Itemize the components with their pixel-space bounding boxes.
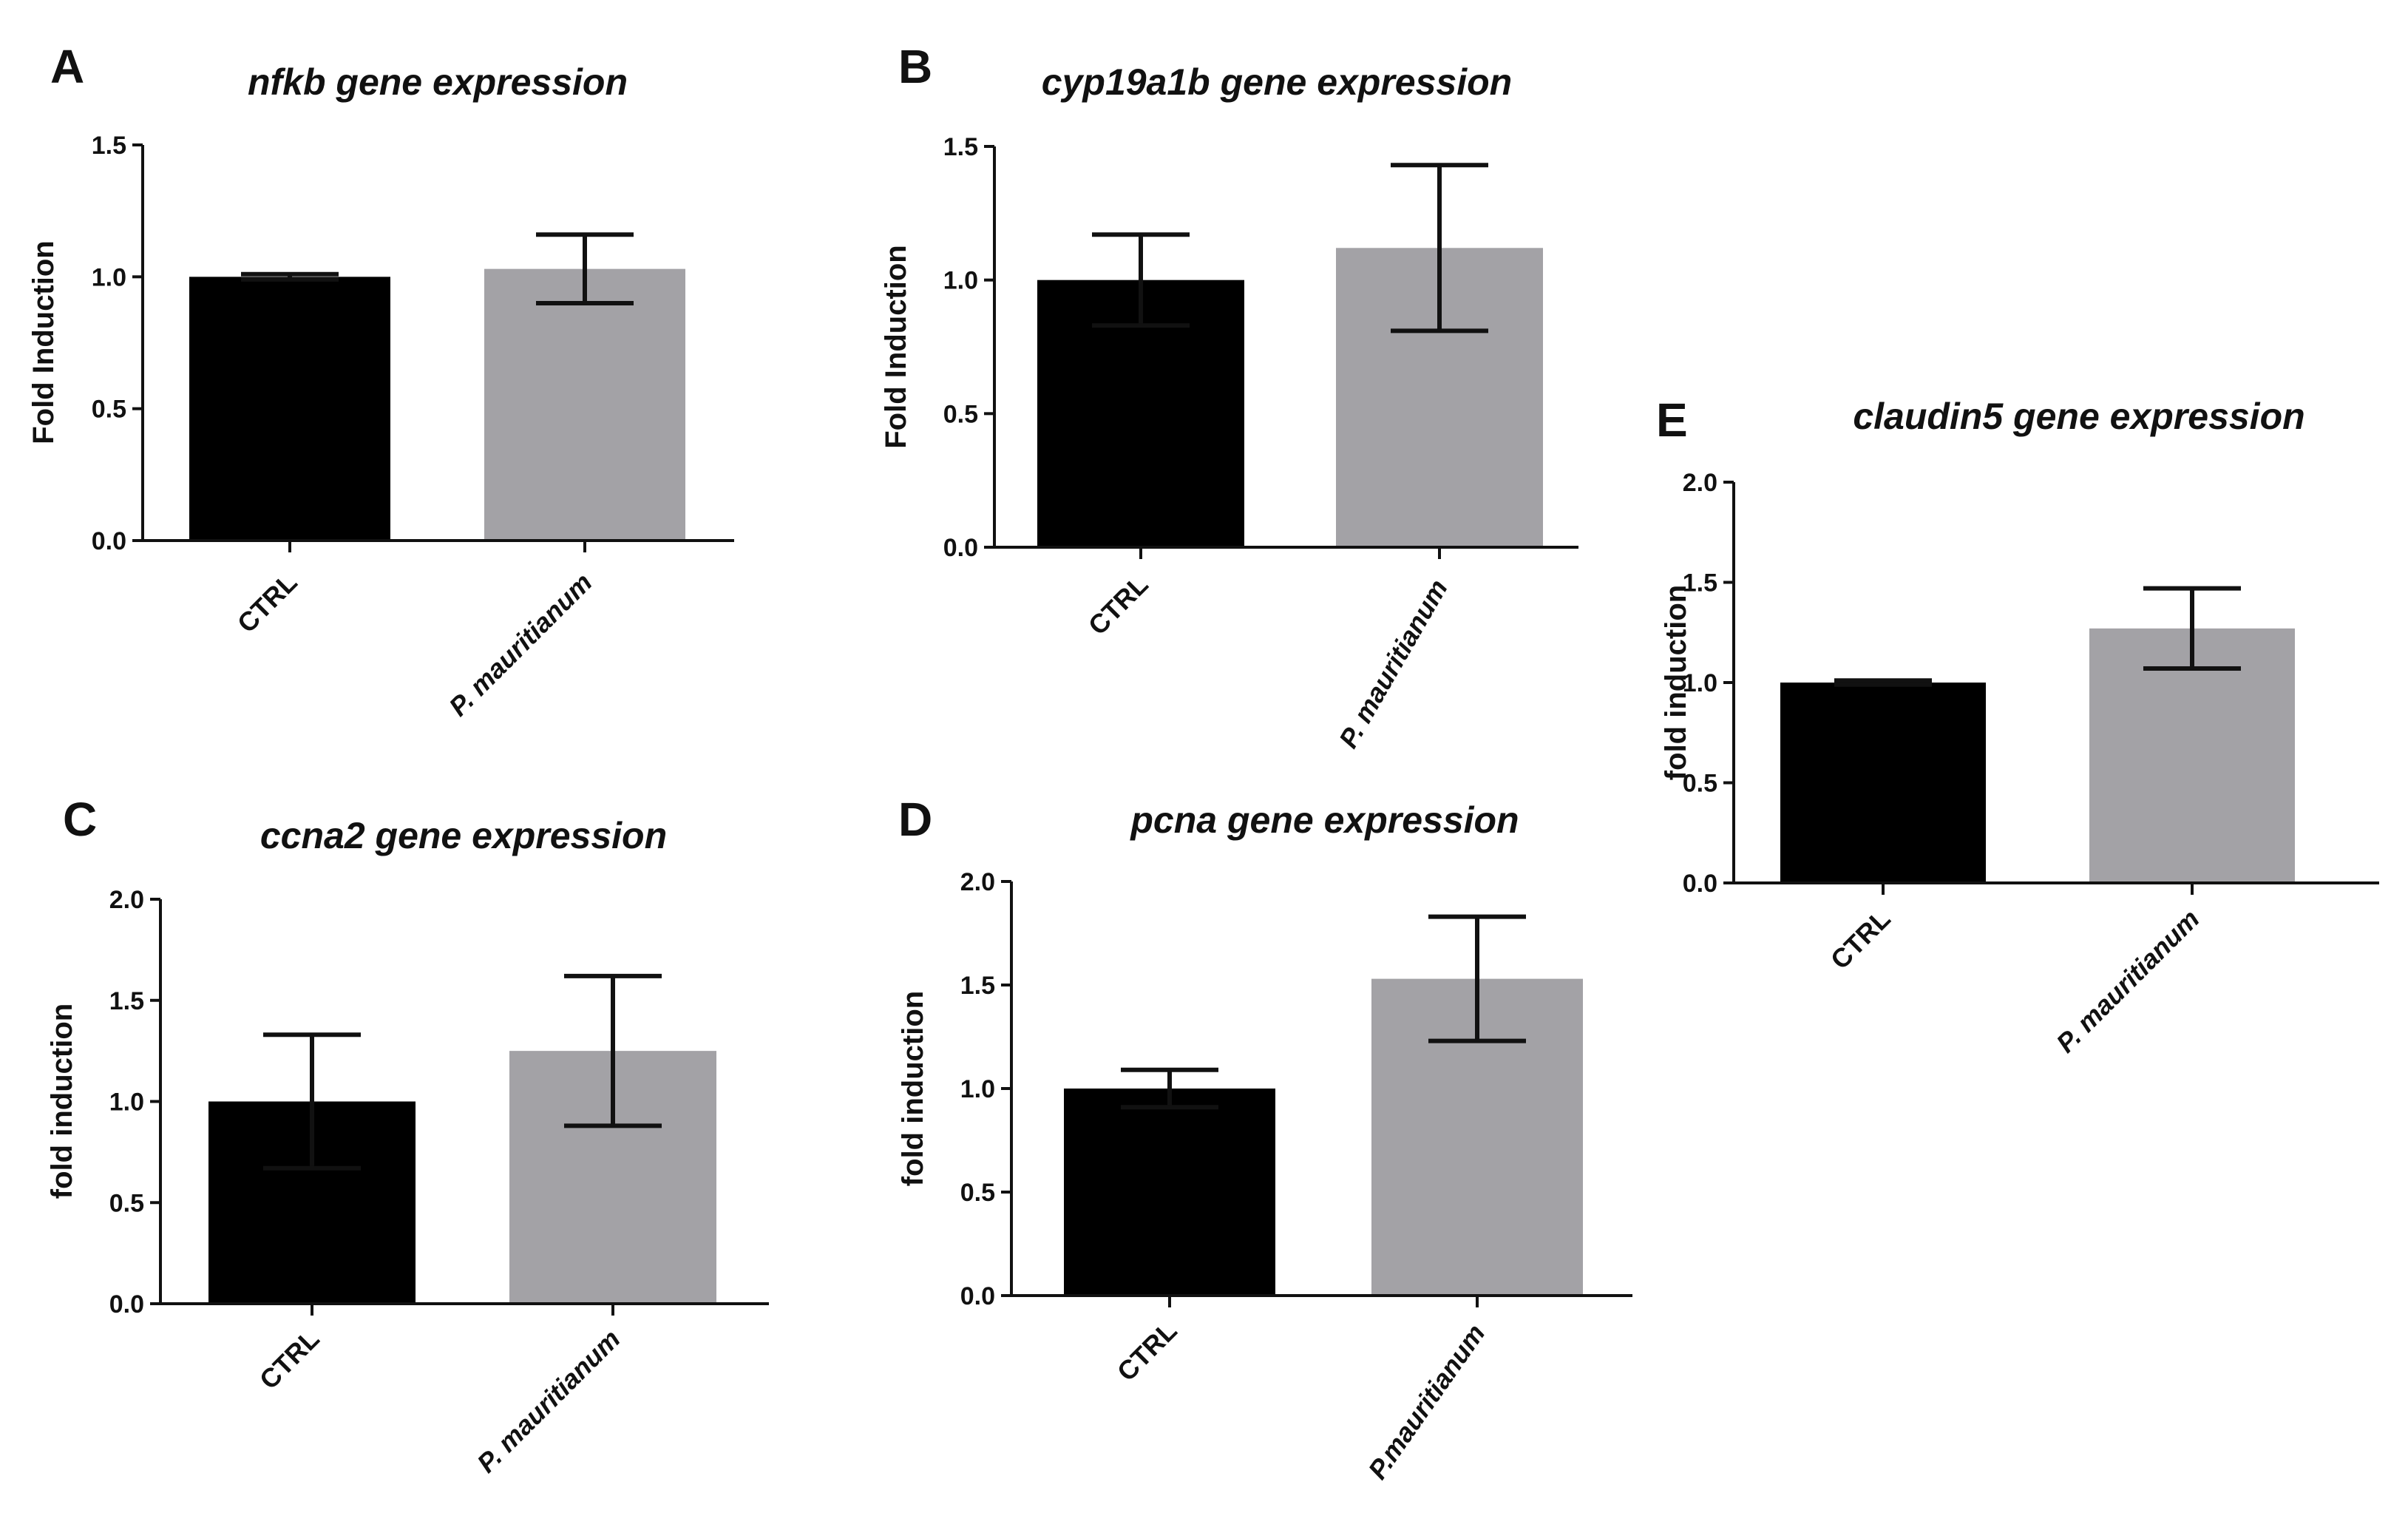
x-category-label-treatment: P. mauritianum — [1333, 575, 1454, 754]
chart-title: nfkb gene expression — [248, 61, 628, 103]
y-tick-label: 0.5 — [960, 1179, 995, 1207]
y-tick-label: 1.5 — [109, 987, 144, 1015]
error-bar-ctrl — [1121, 1067, 1218, 1110]
error-bar-ctrl — [263, 1032, 361, 1171]
x-category-label-treatment: P. mauritianum — [443, 567, 598, 722]
bar-treatment — [2089, 628, 2295, 883]
y-tick-label: 0.0 — [109, 1290, 144, 1319]
y-tick-label: 1.5 — [960, 972, 995, 1000]
x-category-label-ctrl: CTRL — [1825, 904, 1896, 975]
bar-ctrl — [1064, 1089, 1275, 1296]
x-category-label-ctrl: CTRL — [231, 567, 303, 639]
panel-letter: C — [63, 793, 97, 846]
x-category-label-ctrl: CTRL — [1082, 569, 1154, 641]
panel-letter: A — [50, 40, 84, 93]
panel-letter: D — [898, 793, 932, 846]
y-tick-label: 0.0 — [960, 1282, 995, 1310]
y-tick-label: 0.5 — [92, 396, 126, 424]
x-category-label-ctrl: CTRL — [1111, 1316, 1183, 1387]
y-tick-label: 2.0 — [1683, 469, 1717, 497]
chart-title: claudin5 gene expression — [1853, 396, 2304, 437]
y-tick-label: 2.0 — [109, 886, 144, 914]
y-tick-label: 1.5 — [92, 132, 126, 160]
y-tick-label: 0.5 — [109, 1189, 144, 1217]
panel-letter: E — [1656, 393, 1688, 447]
x-category-label-treatment: P. mauritianum — [471, 1324, 626, 1479]
y-tick-label: 1.0 — [943, 267, 978, 295]
error-bar-ctrl — [1834, 678, 1932, 687]
y-tick-label: 1.0 — [92, 263, 126, 291]
error-bar-ctrl — [241, 271, 339, 282]
y-tick-label: 0.5 — [1683, 770, 1717, 798]
y-axis-label: fold induction — [897, 991, 929, 1186]
error-bar-treatment — [2143, 586, 2241, 671]
y-axis-label: fold induction — [1660, 585, 1692, 780]
y-tick-label: 1.5 — [943, 133, 978, 161]
y-tick-label: 0.0 — [943, 534, 978, 562]
y-tick-label: 1.5 — [1683, 569, 1717, 598]
panel-letter: B — [898, 40, 932, 93]
chart-title: pcna gene expression — [1129, 799, 1519, 841]
x-category-label-treatment: P. mauritianum — [2050, 904, 2205, 1059]
y-tick-label: 0.0 — [92, 527, 126, 555]
chart-title: ccna2 gene expression — [260, 815, 667, 856]
y-tick-label: 1.0 — [1683, 669, 1717, 697]
y-tick-label: 2.0 — [960, 868, 995, 896]
error-bar-ctrl — [1092, 232, 1190, 328]
chart-title: cyp19a1b gene expression — [1042, 61, 1512, 103]
bar-ctrl — [189, 277, 390, 541]
bar-ctrl — [1780, 683, 1986, 883]
y-tick-label: 0.5 — [943, 400, 978, 428]
y-tick-label: 1.0 — [960, 1075, 995, 1103]
bar-treatment — [484, 268, 685, 541]
y-axis-label: fold induction — [46, 1003, 78, 1199]
error-bar-treatment — [1428, 914, 1526, 1043]
error-bar-treatment — [564, 973, 662, 1128]
y-tick-label: 1.0 — [109, 1089, 144, 1117]
x-category-label-ctrl: CTRL — [254, 1324, 325, 1395]
error-bar-treatment — [536, 232, 634, 305]
error-bar-treatment — [1391, 163, 1488, 334]
x-category-label-treatment: P.mauritianum — [1362, 1319, 1490, 1485]
y-tick-label: 0.0 — [1683, 870, 1717, 898]
y-axis-label: Fold Induction — [880, 245, 912, 449]
y-axis-label: Fold Induction — [27, 240, 60, 444]
